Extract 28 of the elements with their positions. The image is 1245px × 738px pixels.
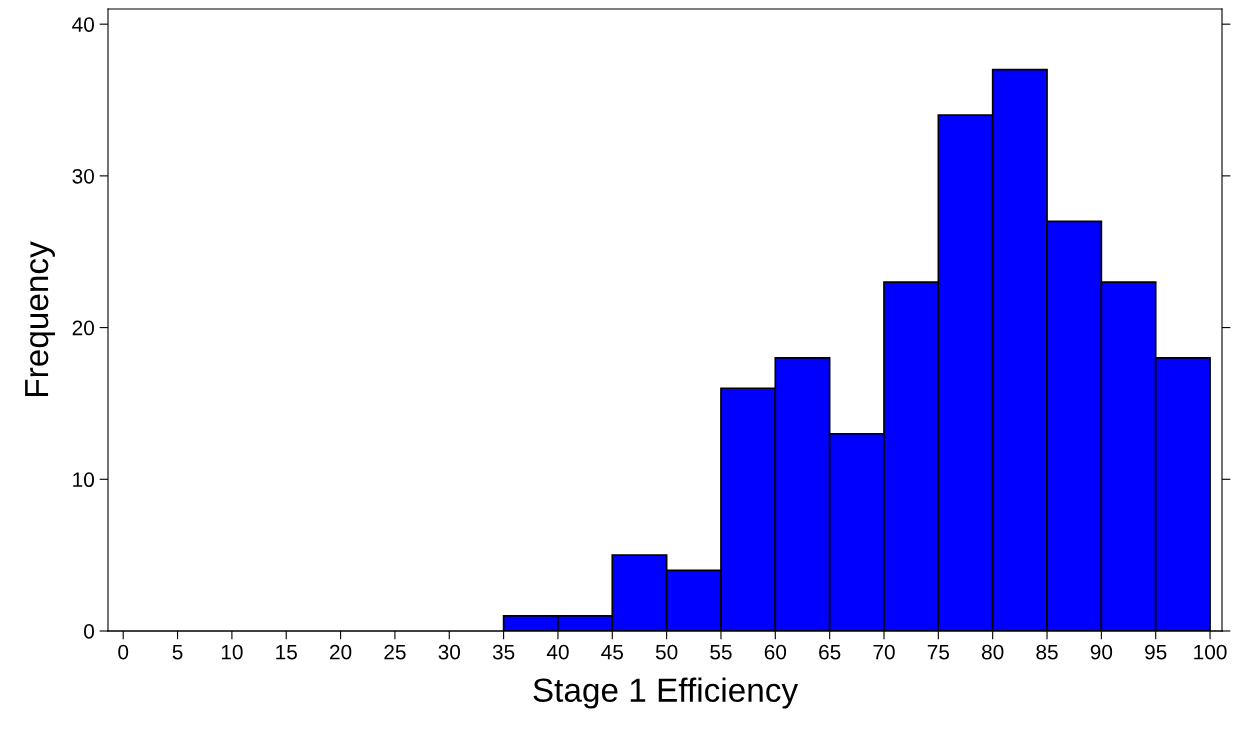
x-tick-label: 95 <box>1145 644 1167 660</box>
x-tick-label: 35 <box>492 644 515 660</box>
x-tick-label: 80 <box>982 644 1004 660</box>
y-axis-title: Frequency <box>25 241 55 396</box>
x-tick-label: 60 <box>764 644 787 660</box>
y-tick-label: 0 <box>84 624 94 639</box>
x-tick-label: 25 <box>384 644 406 660</box>
x-tick-label: 40 <box>546 644 569 660</box>
x-tick-label: 50 <box>655 644 678 660</box>
x-tick-label: 85 <box>1036 644 1058 660</box>
x-tick-label: 10 <box>221 644 243 660</box>
x-axis-title: Stage 1 Efficiency <box>533 677 799 709</box>
x-tick-label: 5 <box>172 644 183 660</box>
x-tick-label: 15 <box>276 644 297 660</box>
y-tick-label: 40 <box>72 17 94 32</box>
x-tick-label: 100 <box>1194 644 1227 660</box>
x-tick-label: 65 <box>819 644 841 660</box>
y-tick-label: 30 <box>72 168 94 184</box>
x-tick-label: 20 <box>330 644 352 660</box>
x-tick-label: 0 <box>118 644 129 660</box>
x-tick-label: 30 <box>438 644 461 660</box>
x-tick-label: 70 <box>873 644 895 660</box>
x-tick-label: 55 <box>710 644 732 660</box>
y-tick-label: 20 <box>72 320 94 336</box>
x-tick-label: 45 <box>601 644 623 660</box>
x-tick-label: 90 <box>1090 644 1113 660</box>
y-tick-label: 10 <box>73 472 94 488</box>
x-tick-label: 75 <box>927 644 950 660</box>
